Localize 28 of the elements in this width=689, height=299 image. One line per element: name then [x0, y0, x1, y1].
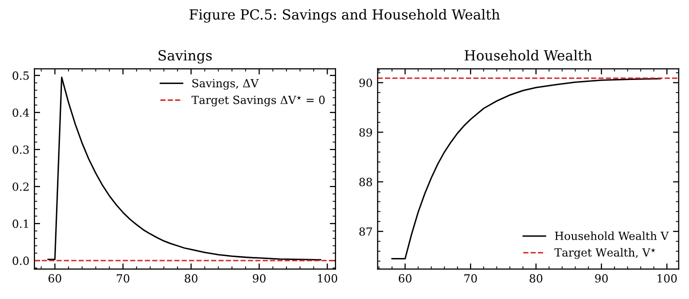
legend-label: Target Wealth, V$^{⋆}$ [554, 248, 656, 259]
y-tick-label: 87 [359, 227, 372, 236]
text: Figure PC.5: Savings and Household Wealth [190, 8, 500, 23]
x-tick-label: 80 [184, 274, 198, 283]
legend-label: Target Savings ΔV$^{⋆}$ = 0 [192, 95, 325, 106]
y-tick-label: 90 [359, 78, 372, 88]
x-tick-label: 60 [398, 274, 412, 283]
x-tick-label: 100 [658, 274, 677, 283]
y-tick-label: 0.5 [12, 71, 29, 80]
x-tick-label: 80 [530, 274, 542, 283]
y-tick-label: 88 [359, 178, 372, 186]
x-tick-label: 90 [252, 274, 266, 283]
legend-label: Household Wealth V [554, 231, 669, 240]
x-tick-label: 100 [318, 274, 338, 283]
chart-title: Savings [158, 50, 212, 64]
y-tick-label: 0.0 [12, 256, 29, 265]
x-tick-label: 70 [116, 274, 130, 283]
y-tick-label: 0.4 [12, 108, 30, 117]
y-tick-label: 89 [359, 128, 372, 137]
x-tick-label: 60 [48, 274, 62, 283]
y-tick-label: 0.2 [12, 182, 28, 191]
line-series [391, 78, 662, 260]
y-tick-label: 0.1 [12, 220, 28, 228]
chart-title: Household Wealth [464, 50, 592, 61]
x-tick-label: 90 [595, 274, 608, 283]
x-tick-label: 70 [464, 274, 477, 283]
legend-label: Savings, ΔV [192, 78, 259, 90]
y-tick-label: 0.3 [12, 145, 29, 154]
